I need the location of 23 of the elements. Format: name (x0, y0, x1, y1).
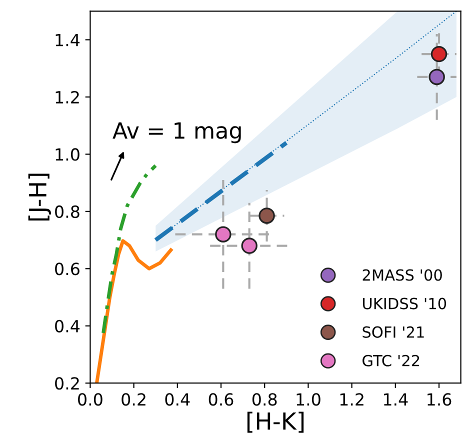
x-tick-label: 1.4 (384, 393, 408, 406)
x-tick-label: 0.4 (165, 393, 190, 406)
x-tick-label: 1.2 (340, 393, 364, 406)
legend-label: UKIDSS '10 (363, 298, 446, 310)
y-tick-label: 0.6 (55, 262, 80, 276)
x-tick-label: 0.2 (122, 393, 146, 406)
y-tick-label: 1.2 (56, 90, 79, 104)
y-tick-label: 1.4 (56, 34, 80, 46)
legend-label: 2MASS '00 (362, 269, 442, 281)
legend-label: GTC '22 (362, 354, 420, 366)
legend-label: SOFI '21 (362, 326, 424, 338)
x-tick-label: 0.0 (78, 393, 102, 406)
x-axis-title: [H-K] (247, 412, 304, 433)
y-tick-label: 1.0 (56, 148, 80, 161)
annotation: Av = 1 mag (112, 122, 241, 144)
y-axis-title: [J-H] (28, 174, 52, 221)
x-tick-label: 0.8 (252, 393, 277, 406)
x-tick-label: 0.6 (208, 393, 234, 406)
y-tick-label: 0.2 (55, 377, 79, 390)
x-tick-label: 1.6 (428, 393, 452, 406)
y-tick-label: 0.4 (55, 320, 80, 332)
x-tick-label: 1.0 (296, 393, 320, 406)
y-tick-label: 0.8 (55, 205, 80, 218)
